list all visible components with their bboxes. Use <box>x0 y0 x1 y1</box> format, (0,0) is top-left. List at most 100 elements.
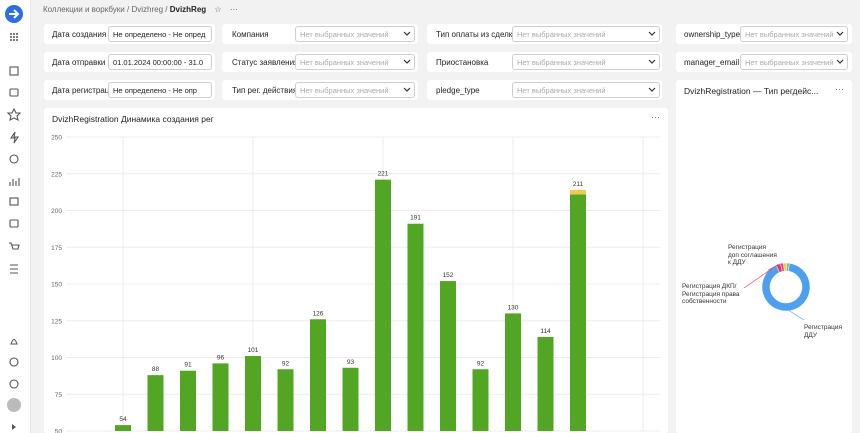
nav-icon[interactable] <box>6 107 22 122</box>
pie-label: Регистрация доп соглашения к ДДУ <box>728 244 777 266</box>
bar-panel: DvizhRegistration Динамика создания рег … <box>44 108 668 433</box>
bar <box>375 179 391 431</box>
bar <box>115 425 131 431</box>
filter-select[interactable]: Нет выбранных значений <box>295 54 415 70</box>
chevron <box>648 59 656 64</box>
data-label: 152 <box>443 272 454 279</box>
apps-icon[interactable] <box>10 33 18 41</box>
pie-label: Регистрация ДДУ <box>804 324 842 339</box>
filter-label: pledge_type <box>436 86 480 95</box>
nav-icon[interactable] <box>9 219 19 228</box>
filter-label: manager_email <box>684 58 740 67</box>
data-label: 92 <box>282 360 290 367</box>
filter-select[interactable]: Нет выбранных значений <box>740 26 848 42</box>
separator: / <box>127 5 132 14</box>
nav-icon[interactable] <box>9 242 20 250</box>
bar <box>180 370 196 431</box>
data-label: 54 <box>119 416 127 423</box>
notifications-icon[interactable] <box>10 338 18 345</box>
bar <box>440 281 456 431</box>
y-tick-label: 150 <box>51 282 62 289</box>
more-icon[interactable]: ··· <box>835 84 844 94</box>
y-tick-label: 125 <box>51 318 62 325</box>
breadcrumb[interactable]: Dvizhreg <box>131 5 164 14</box>
nav-icon[interactable] <box>9 66 19 76</box>
filter-select[interactable]: Нет выбранных значений <box>740 54 848 70</box>
filter-select[interactable]: Нет выбранных значений <box>295 26 415 42</box>
more-icon[interactable]: ··· <box>229 5 238 14</box>
data-label: 130 <box>508 304 519 311</box>
data-label: 114 <box>540 328 551 335</box>
help-icon[interactable] <box>9 357 19 367</box>
chevron <box>648 31 656 36</box>
nav-icon[interactable] <box>9 197 19 206</box>
y-tick-label: 175 <box>51 245 62 252</box>
pie-slice <box>783 262 787 272</box>
filter-select[interactable]: 01.01.2024 00:00:00 - 31.0 <box>108 54 212 70</box>
nav-icon[interactable] <box>9 154 19 164</box>
chevron <box>403 59 411 64</box>
filter-label: Дата создания <box>52 30 107 39</box>
chevron <box>403 31 411 36</box>
y-tick-label: 75 <box>55 392 63 399</box>
y-tick-label: 200 <box>51 208 62 215</box>
data-label: 101 <box>248 347 259 354</box>
chevron <box>836 59 844 64</box>
bar <box>212 363 229 431</box>
filter-select[interactable]: Нет выбранных значений <box>295 82 415 98</box>
data-label: 88 <box>152 366 160 373</box>
bar <box>310 319 326 431</box>
favorite-icon[interactable]: ☆ <box>214 5 222 14</box>
filter-select[interactable]: Нет выбранных значений <box>512 26 660 42</box>
filter-select[interactable]: Нет выбранных значений <box>512 54 660 70</box>
nav-icon[interactable] <box>9 178 20 186</box>
data-label: 126 <box>313 310 324 317</box>
pie-slice <box>761 262 811 312</box>
nav-icon[interactable] <box>10 264 18 274</box>
filter-select[interactable]: Нет выбранных значений <box>512 82 660 98</box>
filter-label: Статус заявления <box>232 58 299 67</box>
bar <box>505 313 521 431</box>
label-line <box>743 264 779 289</box>
bar <box>342 367 359 431</box>
chevron <box>648 87 656 92</box>
bar <box>407 223 424 431</box>
bar <box>147 375 164 431</box>
filter-label: Тип оплаты из сделки <box>436 30 517 39</box>
settings-icon[interactable] <box>9 379 19 389</box>
data-label: 221 <box>378 171 389 178</box>
expand-icon[interactable] <box>12 424 16 430</box>
bar <box>472 369 489 431</box>
sidebar-icons <box>5 5 23 430</box>
bar <box>245 356 261 431</box>
y-tick-label: 100 <box>51 355 62 362</box>
breadcrumb: DvizhReg <box>169 5 207 14</box>
more-icon[interactable]: ··· <box>651 112 660 122</box>
nav-icon[interactable] <box>9 88 19 97</box>
pie-label: Регистрация ДКП/Регистрация права собств… <box>682 283 740 305</box>
filter-label: ownership_type <box>684 30 741 39</box>
filter-select[interactable]: Не определено - Не опр <box>108 82 212 98</box>
bar-chart: 50 75 100 125 150 175 200 225 250 54 88 91 96 101 92 12… <box>51 135 660 433</box>
y-tick-label: 250 <box>51 135 62 142</box>
data-label: 211 <box>573 181 584 188</box>
top-bar: Коллекции и воркбуки / Dvizhreg / DvizhR… <box>31 0 860 20</box>
avatar[interactable] <box>7 398 21 412</box>
breadcrumb[interactable]: Коллекции и воркбуки <box>43 5 125 14</box>
logo-mark <box>9 9 20 19</box>
chevron <box>836 31 844 36</box>
bar <box>570 189 586 195</box>
filter-select[interactable]: Не определено - Не опред <box>108 26 212 42</box>
data-label: 92 <box>477 360 485 367</box>
bar <box>277 369 294 431</box>
separator: / <box>165 5 170 14</box>
data-label: 96 <box>217 354 225 361</box>
y-tick-label: 225 <box>51 171 62 178</box>
label-line <box>789 310 805 321</box>
filter-label: Дата регистрации <box>52 86 119 95</box>
y-tick-label: 50 <box>55 429 63 433</box>
label-line <box>767 263 783 271</box>
nav-icon[interactable] <box>9 131 20 144</box>
data-label: 191 <box>410 215 421 222</box>
